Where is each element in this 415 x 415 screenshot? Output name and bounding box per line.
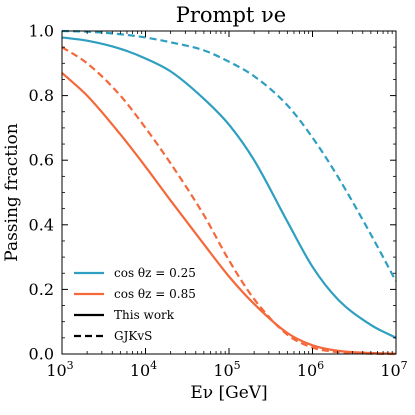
x-tick-label: 105: [213, 359, 240, 380]
chart-title: Prompt νe: [176, 3, 286, 27]
series-line-2-dashed: [61, 29, 397, 282]
y-tick-label: 1.0: [29, 22, 54, 41]
series-layer: [61, 29, 397, 356]
series-line-1-solid: [61, 36, 397, 339]
x-tick-label: 103: [46, 359, 73, 380]
y-tick-label: 0.6: [29, 151, 54, 170]
y-tick-label: 0.8: [29, 86, 54, 105]
legend: cos θz = 0.25 cos θz = 0.85 This work GJKvS: [74, 266, 196, 343]
series-line-3-solid: [61, 72, 397, 355]
legend-label-4: GJKvS: [114, 329, 152, 343]
x-tick-label: 107: [380, 359, 407, 380]
y-axis-label: Passing fraction: [2, 123, 22, 262]
y-tick-label: 0.0: [29, 345, 54, 364]
ticks-layer: 103 104 105 106 107 0.0 0.2 0.4 0.6 0.8 1.0: [29, 22, 408, 381]
x-tick-label: 104: [130, 359, 157, 380]
y-tick-label: 0.4: [29, 215, 54, 234]
legend-label-2: cos θz = 0.85: [114, 287, 196, 301]
x-axis-label: Eν [GeV]: [190, 383, 267, 403]
legend-label-1: cos θz = 0.25: [114, 266, 196, 280]
x-tick-label: 106: [297, 359, 324, 380]
y-tick-label: 0.2: [29, 280, 54, 299]
legend-label-3: This work: [114, 308, 175, 322]
